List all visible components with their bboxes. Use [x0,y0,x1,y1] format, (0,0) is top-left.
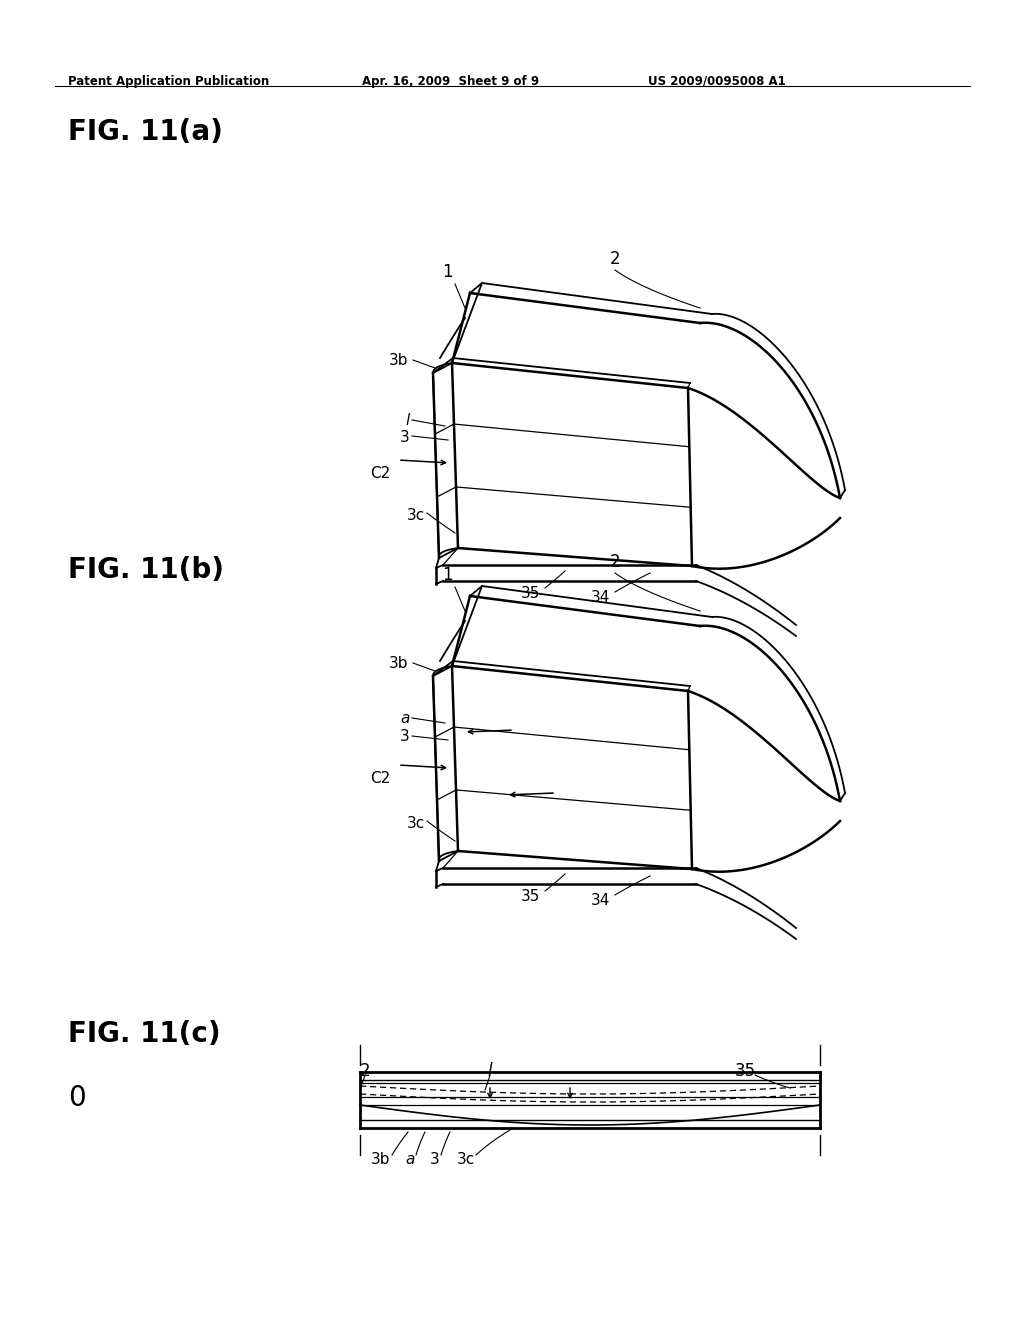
Text: FIG. 11(c): FIG. 11(c) [68,1020,220,1048]
Text: 0: 0 [68,1084,86,1111]
Text: 2: 2 [609,553,621,572]
Text: C2: C2 [370,466,390,480]
Text: FIG. 11(b): FIG. 11(b) [68,556,224,583]
Text: FIG. 11(a): FIG. 11(a) [68,117,223,147]
Text: 3: 3 [400,430,410,445]
Text: 35: 35 [520,586,540,601]
Text: 3b: 3b [371,1152,390,1167]
Text: 34: 34 [590,590,609,605]
Text: 3c: 3c [457,1152,475,1167]
Text: a: a [406,1152,415,1167]
Text: 3: 3 [430,1152,440,1167]
Text: C2: C2 [370,771,390,785]
Text: 2: 2 [359,1063,371,1080]
Text: 3b: 3b [388,656,408,671]
Text: 1: 1 [442,263,453,281]
Text: Apr. 16, 2009  Sheet 9 of 9: Apr. 16, 2009 Sheet 9 of 9 [362,75,539,88]
Text: 34: 34 [590,894,609,908]
Text: a: a [400,711,410,726]
Text: l: l [487,1063,493,1080]
Text: Patent Application Publication: Patent Application Publication [68,75,269,88]
Text: 1: 1 [442,566,453,583]
Text: 35: 35 [734,1063,756,1080]
Text: 3b: 3b [388,352,408,368]
Text: 2: 2 [609,249,621,268]
Text: 3: 3 [400,729,410,744]
Text: 3c: 3c [407,816,425,832]
Text: 35: 35 [520,888,540,904]
Text: 3c: 3c [407,508,425,523]
Text: l: l [406,413,410,428]
Text: US 2009/0095008 A1: US 2009/0095008 A1 [648,75,785,88]
